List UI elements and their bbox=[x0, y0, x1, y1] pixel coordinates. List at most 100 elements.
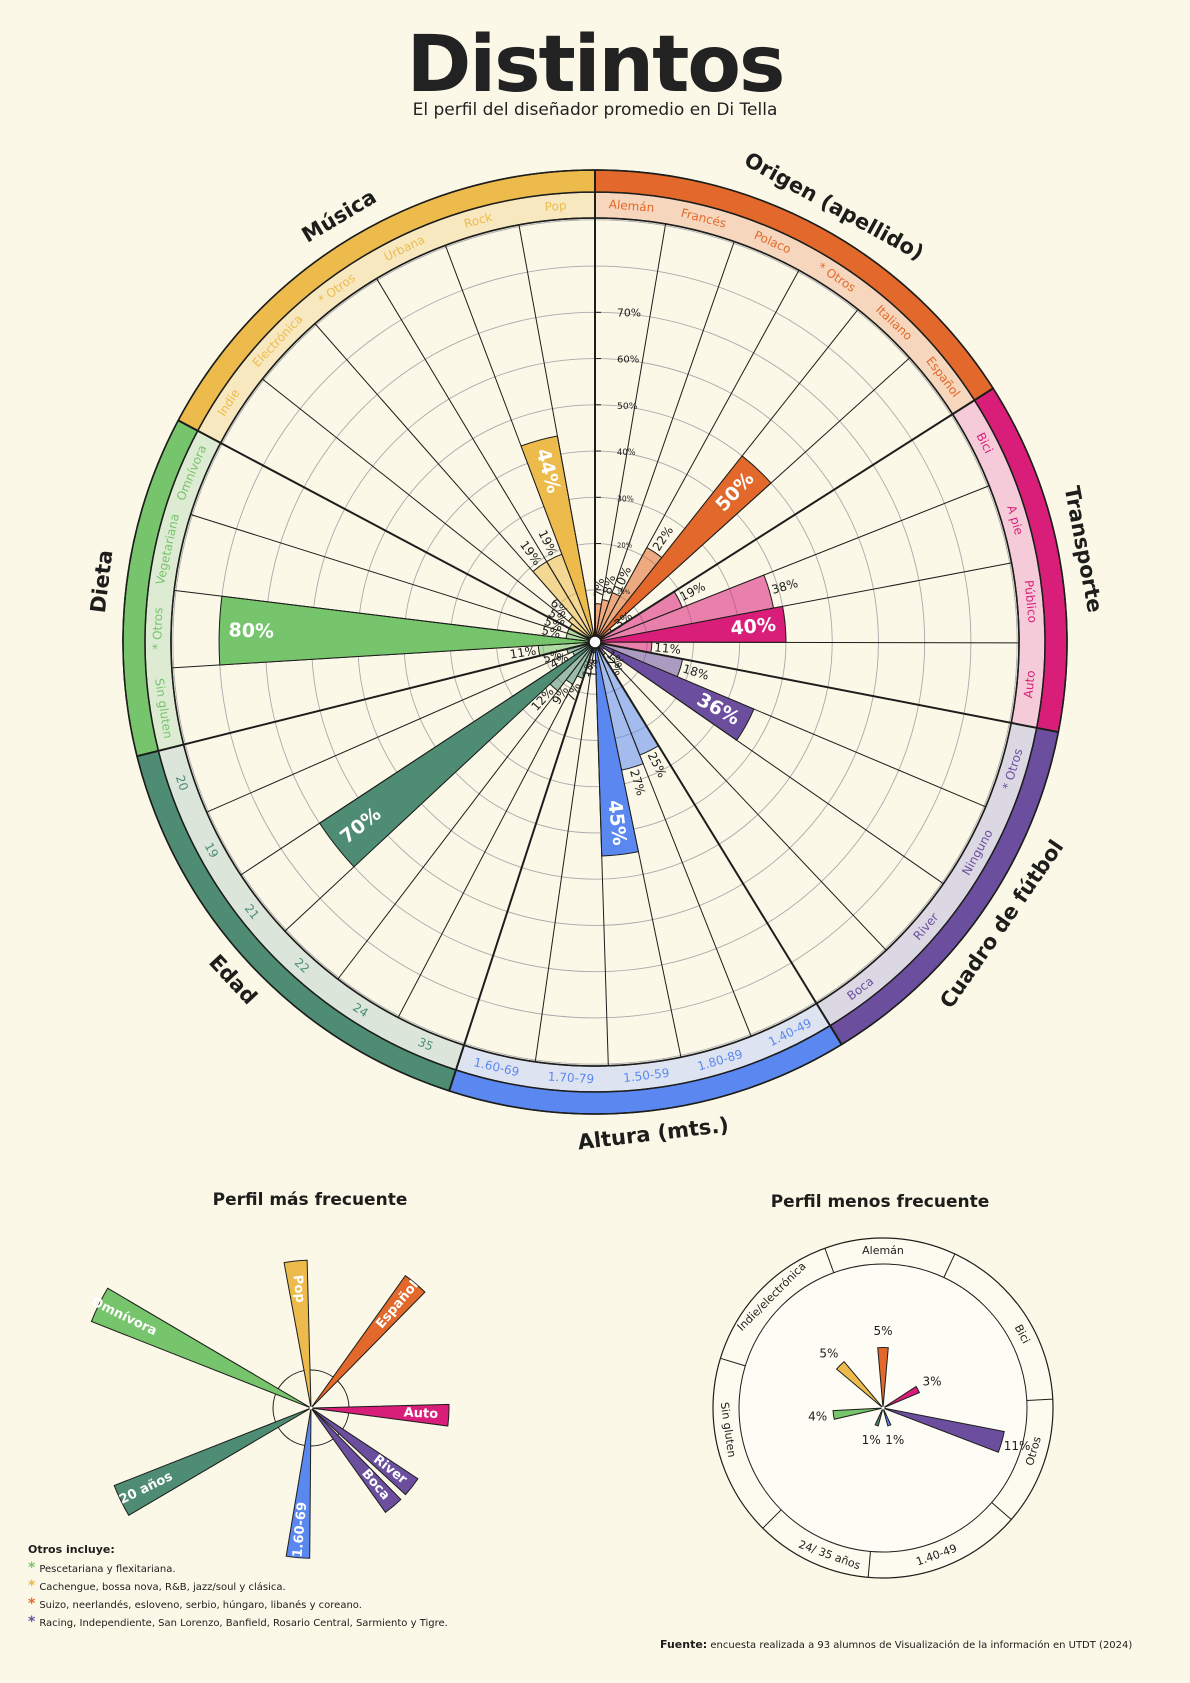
scale-tick-label: 50% bbox=[617, 401, 638, 412]
small-bar-value: 5% bbox=[819, 1346, 838, 1360]
small-bar bbox=[311, 1408, 402, 1514]
small-bar-label: Auto bbox=[403, 1405, 438, 1422]
bar-value-label: 5% bbox=[540, 623, 562, 641]
small-bar bbox=[113, 1408, 310, 1517]
asterisk-icon: * bbox=[28, 1596, 36, 1612]
bar-value-label: 40% bbox=[730, 614, 777, 640]
asterisk-icon: * bbox=[28, 1560, 36, 1576]
scale-tick-label: 10% bbox=[617, 589, 631, 596]
spoke bbox=[594, 641, 609, 1066]
small-bar bbox=[832, 1407, 882, 1420]
scale-tick-label: 70% bbox=[617, 306, 641, 319]
small-ring-label: Alemán bbox=[862, 1244, 904, 1257]
small-chart bbox=[90, 1259, 450, 1559]
legend-item: * Suizo, neerlandés, esloveno, serbio, hú… bbox=[28, 1596, 362, 1612]
small-bar bbox=[874, 1409, 884, 1427]
asterisk-icon: * bbox=[28, 1578, 36, 1594]
scale-tick-label: 30% bbox=[617, 494, 634, 503]
spoke bbox=[174, 589, 596, 643]
small-bar bbox=[285, 1409, 312, 1559]
bar-value-label: 8% bbox=[600, 574, 618, 596]
category-divider bbox=[594, 387, 994, 643]
small-bar bbox=[835, 1360, 883, 1408]
category-divider bbox=[136, 641, 596, 758]
spoke bbox=[594, 641, 887, 951]
small-ring-divider bbox=[943, 1253, 956, 1278]
small-bar bbox=[312, 1403, 450, 1427]
small-bar-value: 11% bbox=[1004, 1439, 1031, 1453]
small-bar-value: 1% bbox=[862, 1433, 881, 1447]
small-bar-value: 5% bbox=[873, 1324, 892, 1338]
spoke bbox=[594, 241, 735, 643]
small-bar-value: 4% bbox=[808, 1410, 827, 1424]
spoke bbox=[190, 514, 596, 643]
bar-value-label: 11% bbox=[654, 640, 682, 657]
small-ring-divider bbox=[991, 1502, 1012, 1520]
asterisk-icon: * bbox=[28, 1614, 36, 1630]
small-bar bbox=[884, 1407, 1005, 1453]
small-bar bbox=[283, 1259, 312, 1407]
category-divider bbox=[177, 419, 596, 643]
category-divider bbox=[448, 641, 596, 1092]
legend-title: Otros incluye: bbox=[28, 1543, 115, 1556]
small-ring-divider bbox=[867, 1551, 871, 1578]
bar-value-label: 5% bbox=[542, 614, 565, 634]
spoke bbox=[262, 378, 596, 643]
scale-tick-label: 20% bbox=[617, 542, 633, 550]
page-subtitle: El perfil del diseñador promedio en Di T… bbox=[412, 100, 778, 120]
small-chart-ring-inner bbox=[738, 1263, 1028, 1553]
scale-tick-label: 60% bbox=[617, 355, 639, 366]
most-frequent-title: Perfil más frecuente bbox=[212, 1190, 408, 1210]
category-item-label: Auto bbox=[1021, 670, 1038, 699]
category-item-label: 24 bbox=[350, 1000, 370, 1020]
spoke bbox=[397, 641, 596, 1018]
legend-item: * Racing, Independiente, San Lorenzo, Ban… bbox=[28, 1614, 448, 1630]
small-bar bbox=[882, 1409, 892, 1427]
outer-ring bbox=[122, 169, 1068, 1115]
category-title: Dieta bbox=[86, 549, 118, 615]
small-bar bbox=[883, 1385, 921, 1408]
small-chart bbox=[712, 1237, 1054, 1579]
bar-value-label: 80% bbox=[228, 619, 274, 642]
category-item-label: Público bbox=[1022, 580, 1040, 624]
spoke bbox=[337, 641, 596, 980]
spoke bbox=[594, 641, 1020, 644]
page-title: Distintos bbox=[406, 20, 786, 110]
small-bar bbox=[877, 1346, 889, 1407]
small-bar bbox=[311, 1275, 426, 1408]
bar-value-label: 1% bbox=[586, 659, 601, 679]
spoke bbox=[534, 641, 596, 1062]
category-divider bbox=[594, 641, 1059, 734]
small-bar-label: Pop bbox=[290, 1274, 308, 1303]
spoke bbox=[206, 641, 596, 813]
small-bar-value: 3% bbox=[922, 1374, 941, 1388]
center-dot bbox=[588, 635, 602, 649]
bar-value-label: 7% bbox=[563, 680, 583, 703]
small-ring-divider bbox=[720, 1357, 746, 1367]
small-ring-divider bbox=[1026, 1398, 1053, 1401]
spoke bbox=[594, 641, 944, 885]
category-item-label: 1.70-79 bbox=[548, 1070, 595, 1087]
category-item-label: 19 bbox=[202, 840, 222, 860]
small-bar bbox=[90, 1287, 310, 1408]
source-note: Fuente: encuesta realizada a 93 alumnos … bbox=[660, 1638, 1133, 1651]
category-divider bbox=[594, 641, 843, 1045]
category-item-label: * Otros bbox=[150, 607, 165, 650]
category-item-label: 20 bbox=[173, 773, 191, 792]
small-bar-label: 1.60-69 bbox=[290, 1501, 310, 1558]
bar-value-label: 45% bbox=[603, 799, 630, 847]
legend-item: * Pescetariana y flexitariana. bbox=[28, 1560, 176, 1576]
category-title: Altura (mts.) bbox=[576, 1113, 730, 1155]
spoke bbox=[594, 357, 911, 643]
category-title: Transporte bbox=[1060, 484, 1107, 614]
category-item-label: 35 bbox=[416, 1035, 436, 1054]
spoke bbox=[594, 223, 667, 643]
small-ring-divider bbox=[824, 1248, 835, 1273]
category-item-label: Pop bbox=[544, 198, 567, 214]
spoke bbox=[518, 224, 596, 643]
category-item-label: 1.50-59 bbox=[622, 1066, 670, 1085]
category-item-label: Alemán bbox=[608, 197, 655, 215]
scale-tick-label: 40% bbox=[617, 447, 636, 457]
otros-legend: Otros incluye: * Pescetariana y flexitari… bbox=[28, 1542, 448, 1632]
